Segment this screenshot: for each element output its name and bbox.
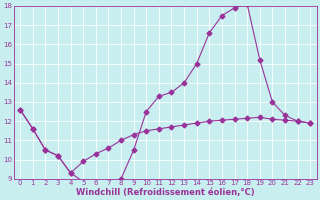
X-axis label: Windchill (Refroidissement éolien,°C): Windchill (Refroidissement éolien,°C) [76, 188, 254, 197]
